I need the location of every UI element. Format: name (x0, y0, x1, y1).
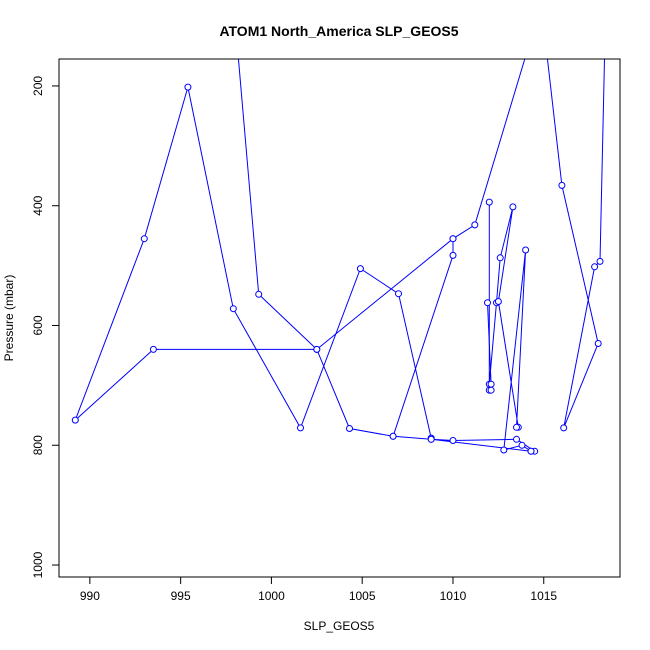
x-tick-label: 1000 (258, 589, 285, 603)
data-point (558, 181, 566, 189)
x-tick-label: 1015 (530, 589, 557, 603)
data-point (596, 257, 604, 265)
data-point (494, 298, 502, 305)
data-point (389, 432, 397, 440)
data-point (356, 265, 364, 273)
data-point (487, 386, 495, 394)
data-point (487, 380, 495, 388)
data-point (395, 290, 402, 298)
data-point (513, 423, 520, 431)
data-point (496, 254, 504, 262)
data-point (500, 446, 508, 454)
x-axis-label: SLP_GEOS5 (304, 619, 375, 633)
data-point (449, 235, 457, 243)
data-point (297, 424, 304, 432)
data-point (313, 345, 321, 353)
x-tick-label: 995 (171, 589, 191, 603)
data-point (591, 263, 599, 271)
x-tick-label: 1010 (440, 589, 467, 603)
y-tick-label: 1000 (31, 551, 45, 578)
data-point (255, 290, 263, 298)
data-point (449, 251, 457, 259)
series-line (488, 202, 532, 452)
data-point (527, 447, 535, 455)
y-tick-label: 600 (31, 315, 45, 335)
data-point (140, 235, 148, 243)
data-point (471, 221, 479, 229)
y-tick-label: 400 (31, 195, 45, 215)
series-line (74, 59, 606, 452)
x-tick-label: 1005 (349, 589, 376, 603)
plot-area (71, 59, 606, 455)
data-point (229, 305, 237, 313)
data-point (485, 198, 493, 206)
data-point (594, 340, 602, 347)
y-axis: 200 400 600 800 1000 (31, 76, 59, 578)
data-point (184, 83, 192, 91)
data-point (449, 437, 457, 444)
x-axis: 990 995 1000 1005 1010 1015 (80, 577, 557, 603)
x-tick-label: 990 (80, 589, 100, 603)
data-point (560, 424, 568, 432)
data-point (513, 435, 520, 443)
y-tick-label: 200 (31, 76, 45, 96)
chart-title: ATOM1 North_America SLP_GEOS5 (219, 23, 458, 39)
data-point (522, 246, 530, 254)
data-point (518, 441, 526, 449)
data-point (346, 425, 353, 432)
data-point (509, 203, 517, 211)
data-point (484, 299, 491, 307)
plot-frame (58, 58, 621, 578)
data-point (427, 435, 435, 443)
data-point (149, 345, 157, 353)
series-line (392, 238, 454, 437)
data-point (71, 416, 79, 424)
y-tick-label: 800 (31, 435, 45, 455)
y-axis-label: Pressure (mbar) (2, 275, 16, 362)
